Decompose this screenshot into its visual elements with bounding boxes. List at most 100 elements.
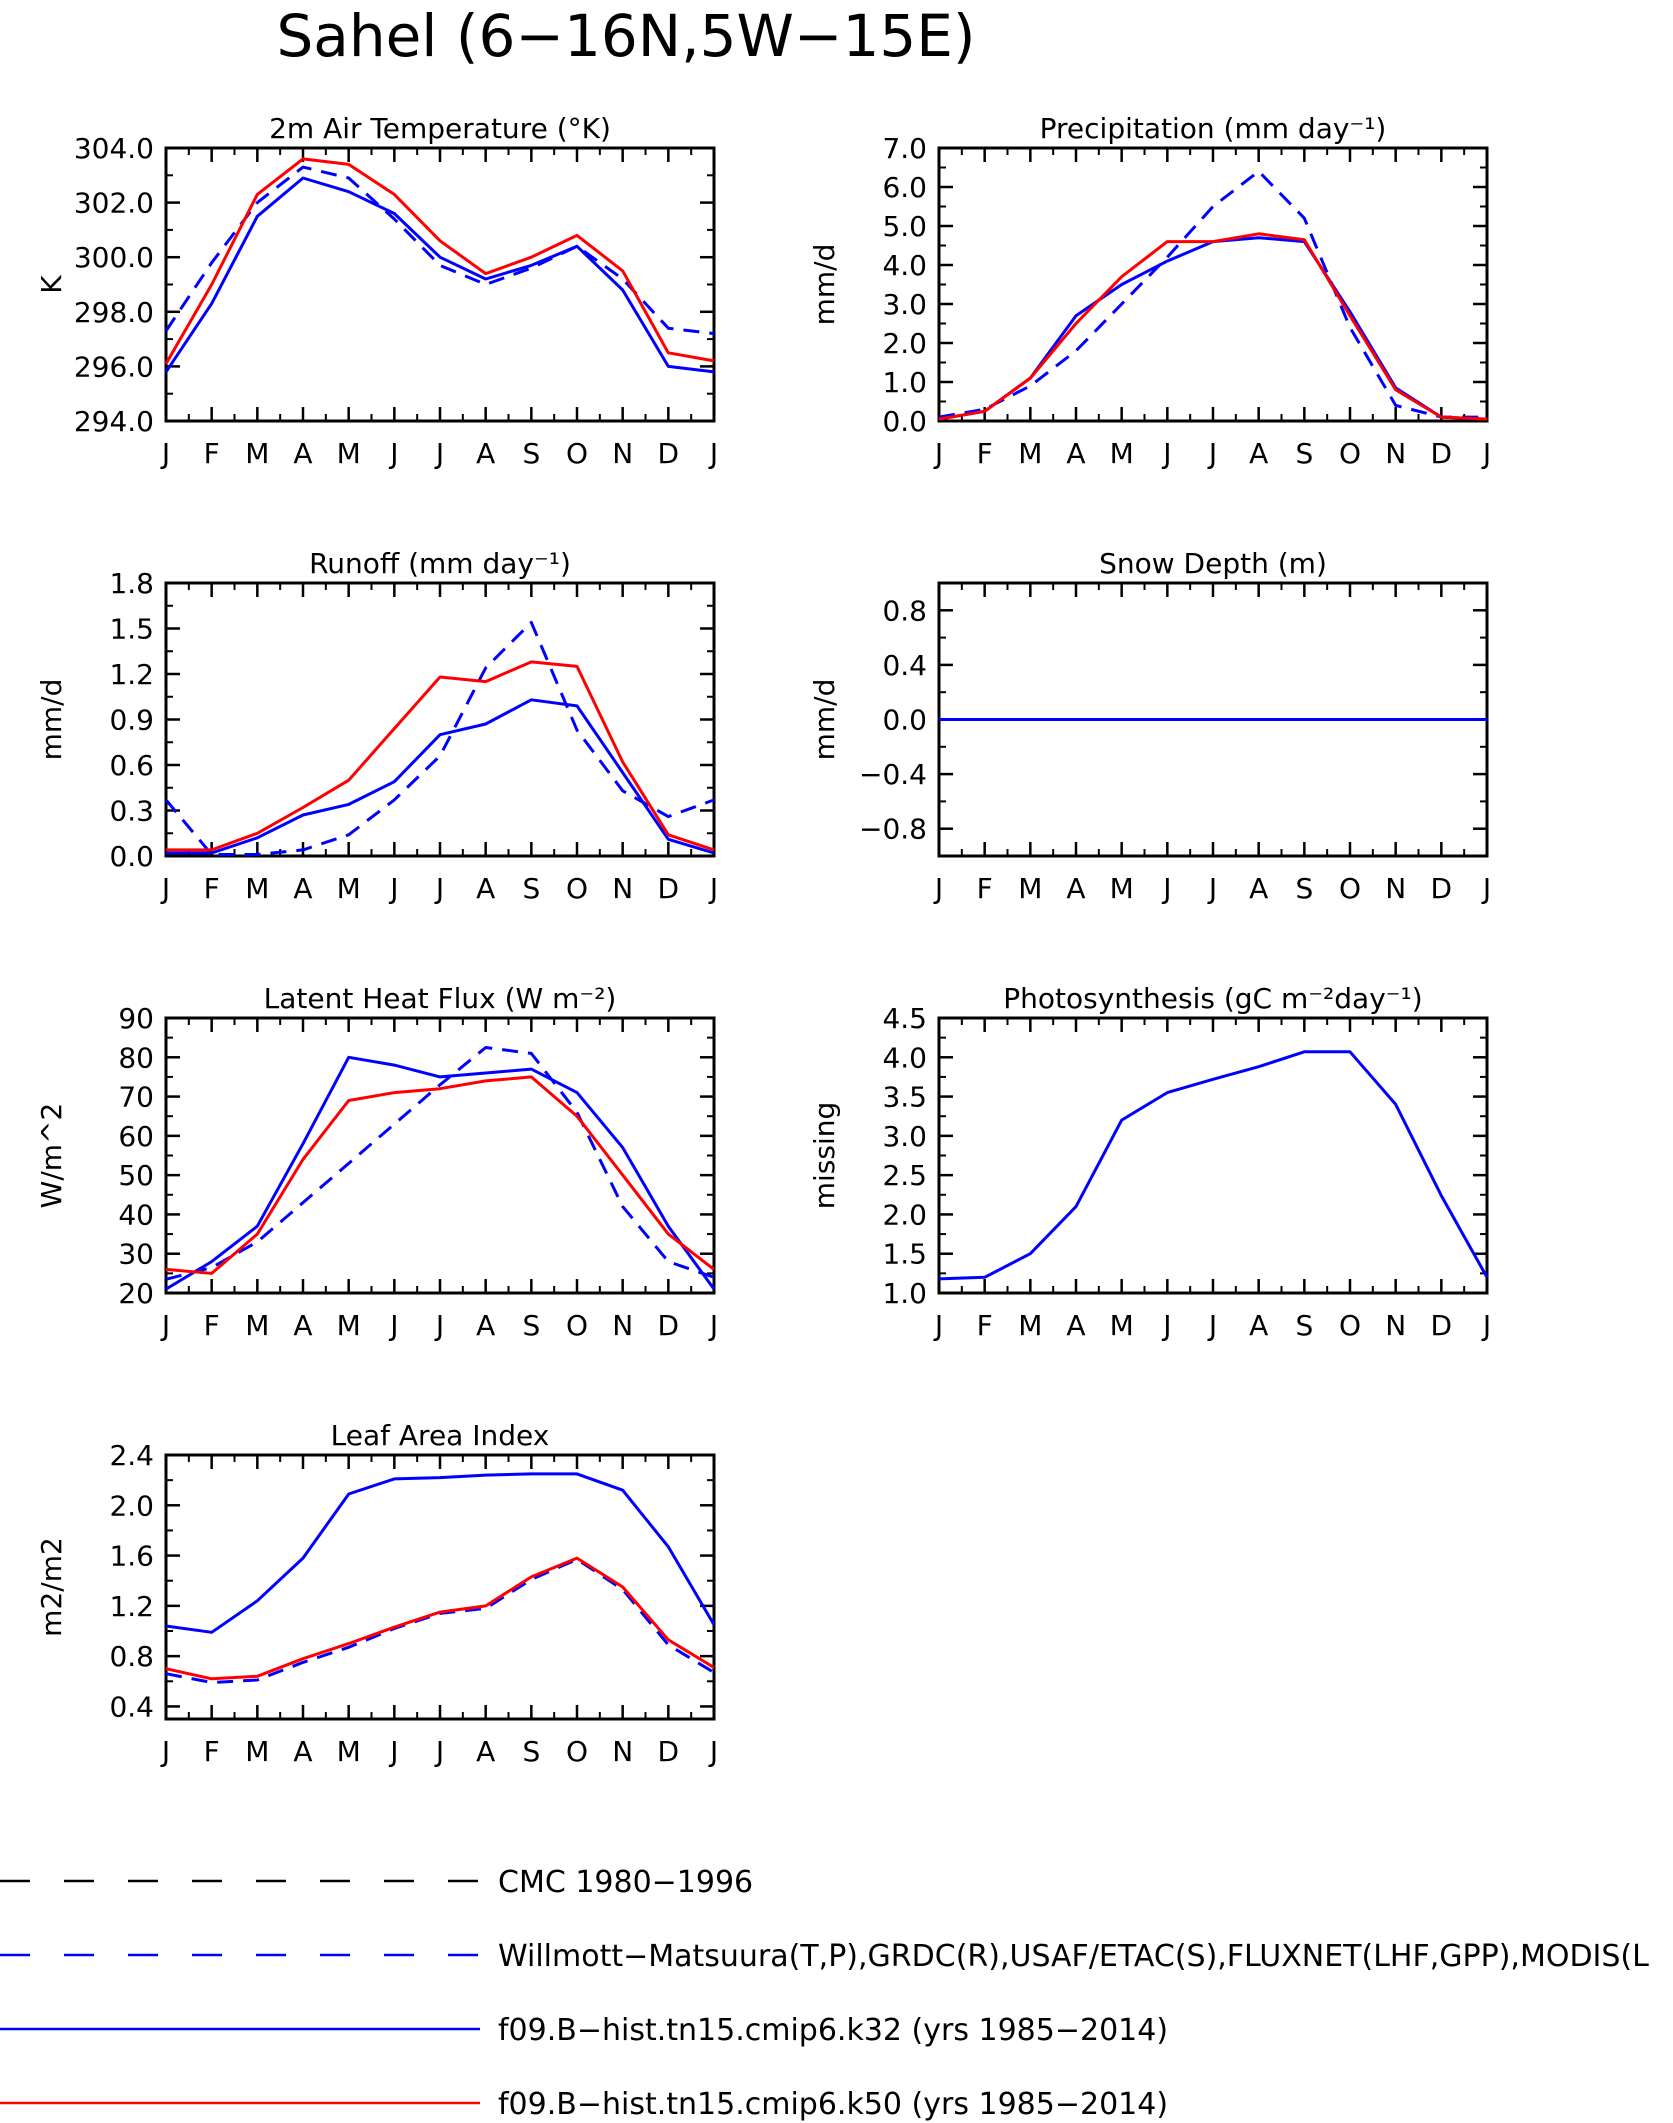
snow-depth-xtick-label: A <box>1249 872 1268 905</box>
snow-depth-xtick-label: A <box>1066 872 1085 905</box>
snow-depth-xtick-label: O <box>1339 872 1361 905</box>
precipitation-xtick-label: J <box>1207 437 1217 470</box>
photosynthesis-xtick-label: M <box>1110 1309 1134 1342</box>
snow-depth-xtick-label: J <box>1481 872 1491 905</box>
runoff-xtick-label: N <box>612 872 633 905</box>
snow-depth-xtick-label: M <box>1110 872 1134 905</box>
photosynthesis-xtick-label: J <box>1161 1309 1171 1342</box>
latent-heat-flux-series-k50 <box>165 1075 715 1275</box>
air-temperature-ytick-label: 294.0 <box>74 405 154 438</box>
photosynthesis-xtick-label: J <box>933 1309 943 1342</box>
latent-heat-flux-xtick-label: O <box>566 1309 588 1342</box>
leaf-area-index-xtick-label: O <box>566 1735 588 1768</box>
air-temperature-xtick-label: J <box>160 437 170 470</box>
runoff-ytick-label: 0.3 <box>109 795 154 828</box>
precipitation-xtick-label: O <box>1339 437 1361 470</box>
runoff-xtick-label: A <box>293 872 312 905</box>
photosynthesis-xtick-label: O <box>1339 1309 1361 1342</box>
snow-depth-xtick-label: F <box>977 872 993 905</box>
latent-heat-flux-xtick-label: S <box>522 1309 540 1342</box>
photosynthesis-frame <box>937 1016 1489 1295</box>
snow-depth-xtick-label: S <box>1295 872 1313 905</box>
leaf-area-index-ylabel: m2/m2 <box>35 1537 68 1637</box>
leaf-area-index-xtick-label: S <box>522 1735 540 1768</box>
air-temperature-ylabel: K <box>35 275 68 294</box>
latent-heat-flux-xtick-label: M <box>245 1309 269 1342</box>
precipitation-xtick-label: N <box>1385 437 1406 470</box>
legend-label-2: f09.B−hist.tn15.cmip6.k32 (yrs 1985−2014… <box>498 2013 1168 2048</box>
runoff-ytick-label: 1.5 <box>109 613 154 646</box>
runoff-series-k32 <box>166 698 715 855</box>
legend: CMC 1980−1996 Willmott−Matsuura(T,P),GRDC… <box>0 1865 1649 2122</box>
photosynthesis-ytick-label: 4.0 <box>882 1041 927 1074</box>
precipitation-series-k50 <box>938 232 1488 421</box>
snow-depth-xtick-label: J <box>933 872 943 905</box>
precipitation-ytick-label: 4.0 <box>882 249 927 282</box>
photosynthesis-ytick-label: 3.0 <box>882 1120 927 1153</box>
leaf-area-index-ytick-label: 2.4 <box>109 1439 154 1472</box>
precipitation-series-obs <box>938 169 1487 419</box>
photosynthesis-xtick-label: F <box>977 1309 993 1342</box>
snow-depth-xtick-label: M <box>1018 872 1042 905</box>
latent-heat-flux-xtick-label: N <box>612 1309 633 1342</box>
panel-runoff: Runoff (mm day⁻¹)mm/dJ F M A M J J A S O N D J0.00.3… <box>35 547 718 905</box>
precipitation-xtick-label: A <box>1249 437 1268 470</box>
leaf-area-index-xtick-label: J <box>160 1735 170 1768</box>
photosynthesis-xtick-label: M <box>1018 1309 1042 1342</box>
photosynthesis-xtick-label: A <box>1249 1309 1268 1342</box>
latent-heat-flux-xtick-label: J <box>434 1309 444 1342</box>
leaf-area-index-xtick-label: A <box>476 1735 495 1768</box>
air-temperature-ytick-label: 300.0 <box>74 241 154 274</box>
air-temperature-xtick-label: J <box>388 437 398 470</box>
panel-air-temperature: 2m Air Temperature (°K)KJ F M A M J J A S O N D J294… <box>35 112 718 470</box>
snow-depth-ytick-label: 0.4 <box>882 649 927 682</box>
leaf-area-index-ytick-label: 1.6 <box>109 1540 154 1573</box>
precipitation-xtick-label: F <box>977 437 993 470</box>
latent-heat-flux-ytick-label: 30 <box>118 1238 154 1271</box>
precipitation-xtick-label: S <box>1295 437 1313 470</box>
precipitation-ytick-label: 6.0 <box>882 171 927 204</box>
snow-depth-ytick-label: −0.8 <box>859 813 927 846</box>
leaf-area-index-series-k50 <box>165 1556 715 1681</box>
snow-depth-ytick-label: −0.4 <box>859 758 927 791</box>
latent-heat-flux-ytick-label: 60 <box>118 1120 154 1153</box>
latent-heat-flux-frame <box>164 1016 716 1295</box>
latent-heat-flux-series-obs <box>165 1046 715 1281</box>
leaf-area-index-xtick-label: N <box>612 1735 633 1768</box>
precipitation-xtick-label: J <box>933 437 943 470</box>
legend-label-0: CMC 1980−1996 <box>498 1865 753 1900</box>
latent-heat-flux-xtick-label: M <box>337 1309 361 1342</box>
leaf-area-index-series-k32 <box>165 1472 716 1634</box>
leaf-area-index-series-obs <box>165 1557 715 1684</box>
latent-heat-flux-ytick-label: 70 <box>118 1081 154 1114</box>
air-temperature-xtick-label: A <box>293 437 312 470</box>
air-temperature-xtick-label: S <box>522 437 540 470</box>
runoff-xtick-label: D <box>658 872 680 905</box>
air-temperature-ytick-label: 296.0 <box>74 350 154 383</box>
runoff-xtick-label: J <box>160 872 170 905</box>
leaf-area-index-xtick-label: A <box>293 1735 312 1768</box>
panel-precipitation: Precipitation (mm day⁻¹)mm/dJ F M A M J J A S O N D… <box>808 112 1491 470</box>
runoff-ytick-label: 0.6 <box>109 749 154 782</box>
leaf-area-index-ytick-label: 0.4 <box>109 1690 154 1723</box>
precipitation-ytick-label: 0.0 <box>882 405 927 438</box>
runoff-xtick-label: M <box>337 872 361 905</box>
runoff-ytick-label: 0.0 <box>109 840 154 873</box>
air-temperature-xtick-label: O <box>566 437 588 470</box>
leaf-area-index-xtick-label: J <box>388 1735 398 1768</box>
precipitation-xtick-label: J <box>1481 437 1491 470</box>
leaf-area-index-ytick-label: 0.8 <box>109 1640 154 1673</box>
latent-heat-flux-ytick-label: 80 <box>118 1041 154 1074</box>
photosynthesis-ylabel: missing <box>808 1102 841 1210</box>
runoff-xtick-label: J <box>434 872 444 905</box>
latent-heat-flux-ytick-label: 90 <box>118 1002 154 1035</box>
runoff-ytick-label: 0.9 <box>109 704 154 737</box>
air-temperature-xtick-label: J <box>434 437 444 470</box>
runoff-ylabel: mm/d <box>35 679 68 761</box>
leaf-area-index-xtick-label: D <box>658 1735 680 1768</box>
air-temperature-ytick-label: 298.0 <box>74 296 154 329</box>
latent-heat-flux-series-k32 <box>165 1055 716 1291</box>
latent-heat-flux-ytick-label: 40 <box>118 1198 154 1231</box>
air-temperature-series-obs <box>164 165 715 336</box>
photosynthesis-ytick-label: 2.0 <box>882 1198 927 1231</box>
